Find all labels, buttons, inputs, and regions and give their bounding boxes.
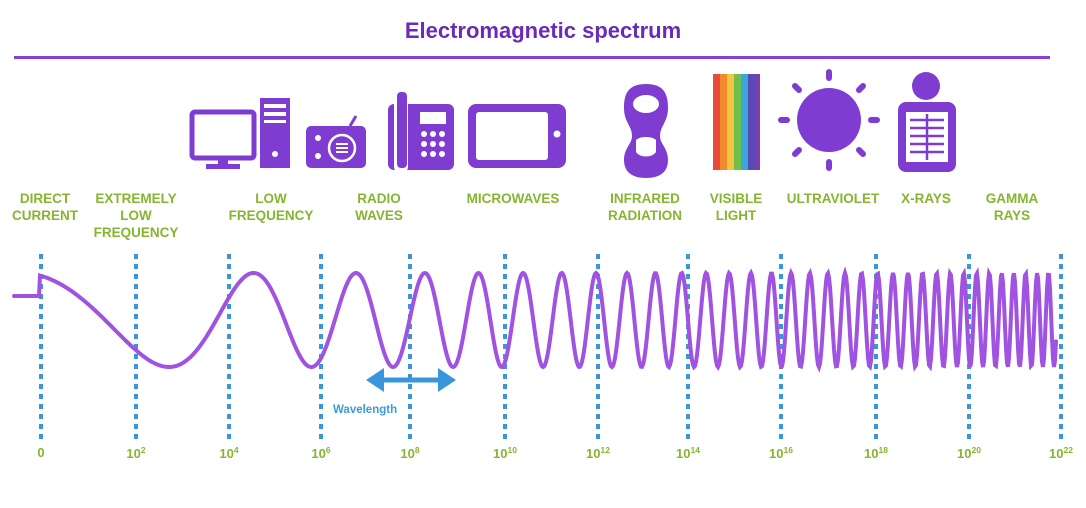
x-ray-person-icon xyxy=(898,72,956,172)
tick-label: 1012 xyxy=(568,445,628,461)
band-label-line: ULTRAVIOLET xyxy=(786,191,880,206)
tick-base: 10 xyxy=(769,446,784,461)
tick-base: 10 xyxy=(311,446,326,461)
tick-base: 10 xyxy=(1049,446,1064,461)
band-label-line: GAMMA xyxy=(985,191,1039,206)
tv-remote-icon xyxy=(624,84,668,178)
band-label-line: EXTREMELY xyxy=(95,191,177,206)
tick-exponent: 22 xyxy=(1063,445,1073,455)
band-label-low-frequency: LOW FREQUENCY xyxy=(216,190,326,224)
band-label-gamma-rays: GAMMA RAYS xyxy=(957,190,1067,224)
tick-base: 10 xyxy=(586,446,601,461)
tick-exponent: 6 xyxy=(325,445,331,455)
tick-exponent: 16 xyxy=(783,445,793,455)
tick-base: 10 xyxy=(400,446,415,461)
tick-label: 1020 xyxy=(939,445,999,461)
title-divider xyxy=(14,56,1050,59)
tick-base: 10 xyxy=(864,446,879,461)
tick-exponent: 18 xyxy=(878,445,888,455)
band-label-line: FREQUENCY xyxy=(93,225,179,240)
band-label-ultraviolet: ULTRAVIOLET xyxy=(778,190,888,207)
tick-base: 10 xyxy=(219,446,234,461)
tick-exponent: 12 xyxy=(600,445,610,455)
rainbow-icon xyxy=(713,74,760,170)
band-label-x-rays: X-RAYS xyxy=(871,190,981,207)
band-label-line: WAVES xyxy=(355,208,403,223)
band-label-line: LOW xyxy=(120,208,152,223)
band-label-line: DIRECT xyxy=(19,191,71,206)
band-label-line: LIGHT xyxy=(715,208,757,223)
microwave-oven-icon xyxy=(468,104,566,168)
tick-label: 1022 xyxy=(1031,445,1086,461)
band-label-visible-light: VISIBLE LIGHT xyxy=(681,190,791,224)
band-label-line: RADIATION xyxy=(608,208,682,223)
tick-label: 108 xyxy=(380,445,440,461)
band-label-infrared-radiation: INFRARED RADIATION xyxy=(590,190,700,224)
tick-exponent: 4 xyxy=(233,445,239,455)
tick-base: 10 xyxy=(957,446,972,461)
tick-label: 104 xyxy=(199,445,259,461)
tick-exponent: 10 xyxy=(507,445,517,455)
band-label-line: RAYS xyxy=(993,208,1031,223)
band-label-microwaves: MICROWAVES xyxy=(458,190,568,207)
power-pylon-icon xyxy=(88,100,184,162)
page-title: Electromagnetic spectrum xyxy=(404,18,682,43)
band-label-extremely-low-frequency: EXTREMELY LOW FREQUENCY xyxy=(81,190,191,241)
band-label-line: INFRARED xyxy=(610,191,680,206)
wave-curve xyxy=(12,266,1058,373)
telephone-icon xyxy=(388,92,454,172)
tick-label: 1018 xyxy=(846,445,906,461)
tick-label: 0 xyxy=(11,445,71,460)
tick-label: 102 xyxy=(106,445,166,461)
band-label-direct-current: DIRECT CURRENT xyxy=(0,190,100,224)
sun-icon xyxy=(778,69,880,171)
computer-icon xyxy=(189,98,290,169)
tick-label: 1010 xyxy=(475,445,535,461)
band-label-line: CURRENT xyxy=(12,208,78,223)
wavelength-arrow xyxy=(366,368,456,392)
band-label-line: VISIBLE xyxy=(709,191,763,206)
band-label-line: X-RAYS xyxy=(901,191,951,206)
band-label-line: RADIO xyxy=(357,191,401,206)
wavelength-label: Wavelength xyxy=(333,404,398,416)
band-label-line: MICROWAVES xyxy=(466,191,560,206)
band-label-radio-waves: RADIO WAVES xyxy=(324,190,434,224)
tick-label: 1014 xyxy=(658,445,718,461)
tick-base: 10 xyxy=(493,446,508,461)
tick-exponent: 8 xyxy=(414,445,420,455)
band-label-line: FREQUENCY xyxy=(228,208,314,223)
band-label-line: LOW xyxy=(255,191,287,206)
tick-label: 106 xyxy=(291,445,351,461)
radio-icon xyxy=(306,115,366,168)
tick-exponent: 20 xyxy=(971,445,981,455)
tick-base: 10 xyxy=(676,446,691,461)
tick-exponent: 14 xyxy=(690,445,700,455)
tick-exponent: 2 xyxy=(140,445,146,455)
tick-label: 1016 xyxy=(751,445,811,461)
tick-base: 0 xyxy=(37,445,45,460)
tick-base: 10 xyxy=(126,446,141,461)
